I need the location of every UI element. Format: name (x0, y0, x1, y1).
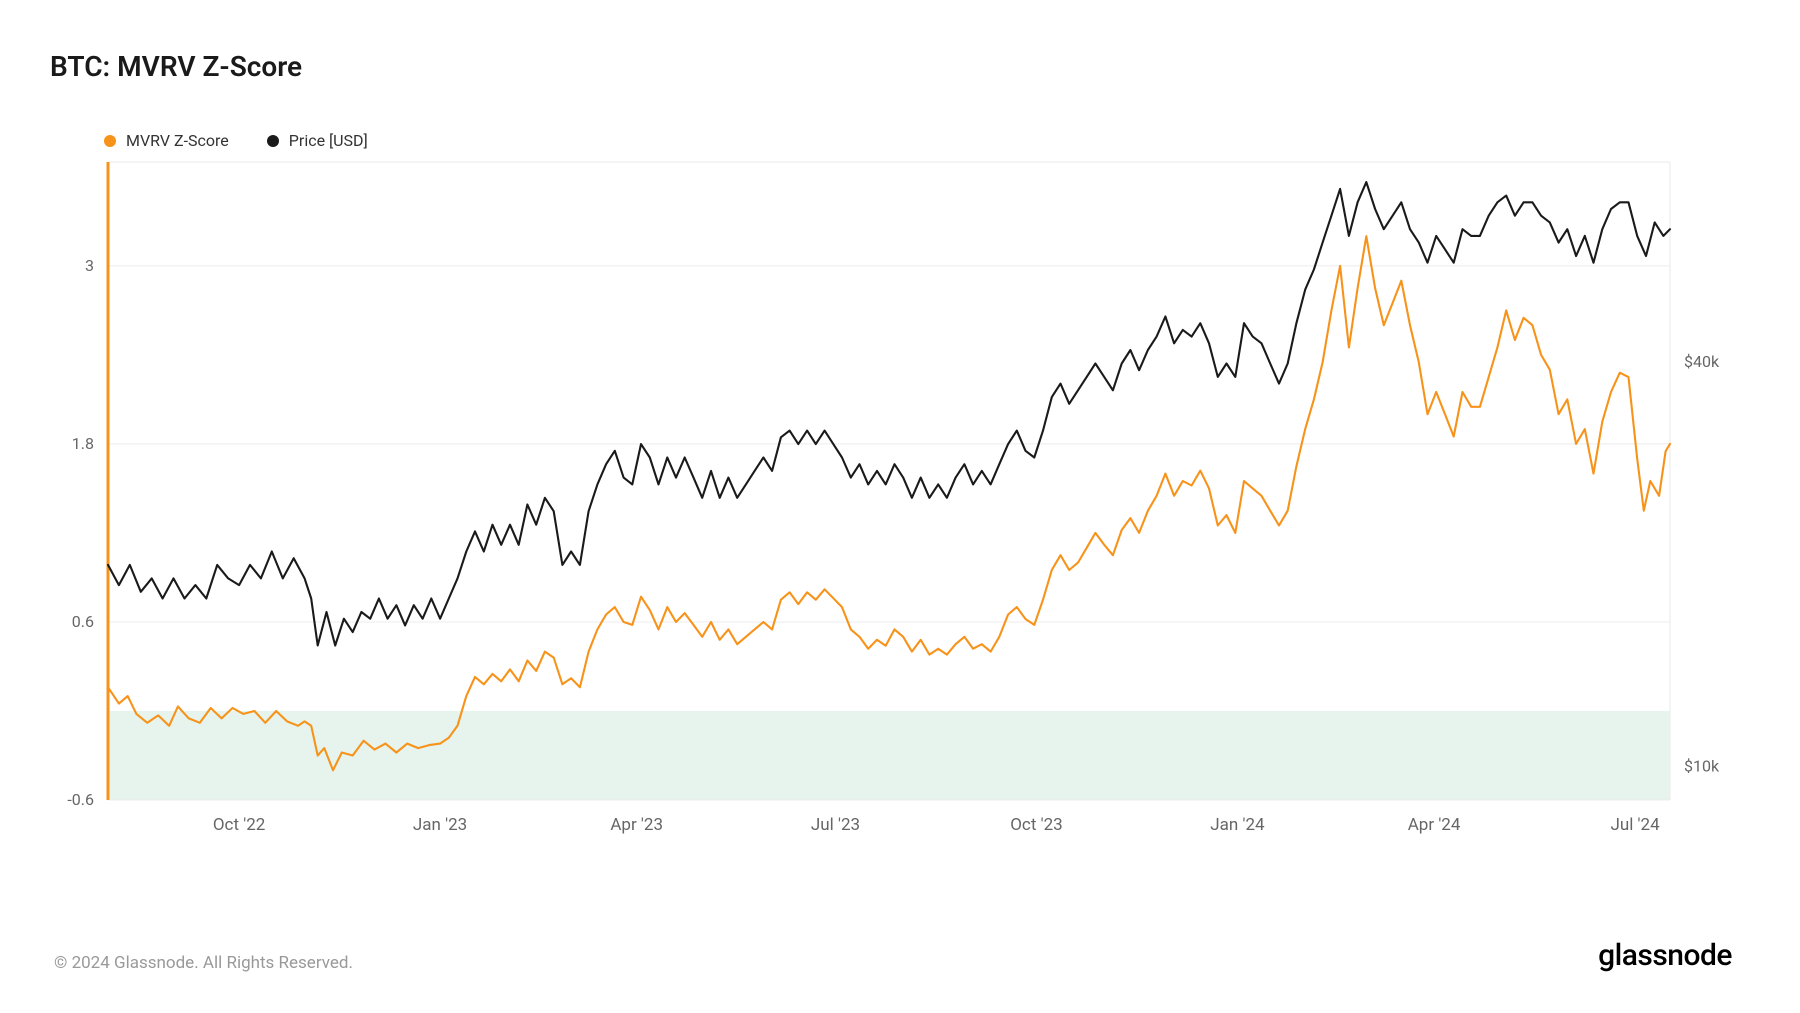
svg-text:Oct '22: Oct '22 (213, 815, 265, 835)
svg-text:Jan '23: Jan '23 (413, 815, 467, 835)
copyright: © 2024 Glassnode. All Rights Reserved. (54, 953, 353, 973)
legend-item-price: Price [USD] (267, 131, 368, 150)
svg-text:Jul '24: Jul '24 (1610, 815, 1660, 835)
legend-label-mvrv: MVRV Z-Score (126, 131, 229, 150)
svg-text:Jul '23: Jul '23 (811, 815, 860, 835)
svg-text:Apr '24: Apr '24 (1408, 815, 1461, 835)
legend-label-price: Price [USD] (289, 131, 368, 150)
svg-text:Oct '23: Oct '23 (1010, 815, 1062, 835)
brand-logo: glassnode (1598, 938, 1732, 973)
svg-text:$40k: $40k (1684, 352, 1720, 371)
svg-text:0.6: 0.6 (72, 612, 94, 631)
legend: MVRV Z-Score Price [USD] (104, 131, 1740, 150)
svg-text:1.8: 1.8 (72, 434, 94, 453)
legend-dot-price (267, 135, 279, 147)
chart-svg: -0.6 0.6 1.8 3 $10k $40k Oct '22 Jan '23 Apr '23… (50, 156, 1740, 846)
legend-dot-mvrv (104, 135, 116, 147)
svg-text:Jan '24: Jan '24 (1210, 815, 1265, 835)
svg-text:Apr '23: Apr '23 (610, 815, 663, 835)
chart-title: BTC: MVRV Z-Score (50, 50, 1740, 83)
svg-text:3: 3 (85, 256, 94, 275)
svg-text:-0.6: -0.6 (67, 790, 94, 809)
legend-item-mvrv: MVRV Z-Score (104, 131, 229, 150)
chart-area: -0.6 0.6 1.8 3 $10k $40k Oct '22 Jan '23 Apr '23… (50, 156, 1740, 908)
svg-text:$10k: $10k (1684, 756, 1720, 775)
